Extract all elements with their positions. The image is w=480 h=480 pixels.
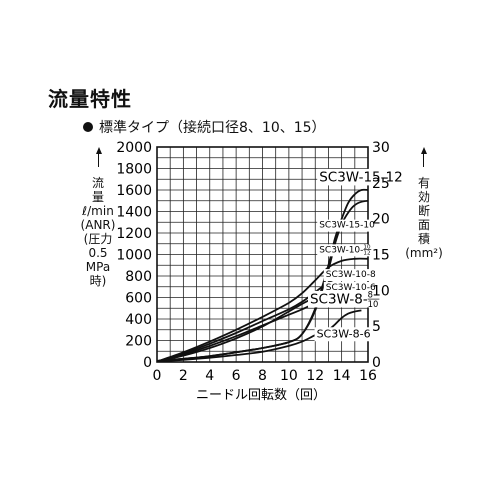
annotation-fraction-bottom: 12 — [363, 251, 370, 257]
series-annotation: SC3W-8-6 — [314, 327, 372, 342]
y2-tick-label: 25 — [372, 176, 390, 192]
y-axis-label-right: 有効断面積 (mm²) — [404, 176, 444, 260]
x-tick-label: 0 — [153, 368, 162, 384]
series-annotation: SC3W-8- 810 — [307, 289, 385, 309]
axis-label-part: 流 — [91, 176, 104, 190]
page-title: 流量特性 — [48, 87, 132, 111]
axis-label-part: 有 — [417, 176, 430, 190]
subtitle-text: 標準タイプ（接続口径8、10、15） — [99, 120, 326, 136]
right-axis-arrow-shaft — [423, 153, 424, 167]
left-axis-arrow-icon — [96, 147, 102, 154]
x-tick-label: 14 — [333, 368, 351, 384]
annotation-backing — [317, 219, 376, 232]
annotation-fraction-top: 10 — [363, 244, 371, 250]
annotation-fraction-bottom: 10 — [368, 299, 379, 309]
x-tick-label: 12 — [306, 368, 324, 384]
left-axis-arrow-shaft — [98, 153, 99, 167]
annotation-text: SC3W-8-6 — [317, 327, 371, 340]
series-line — [156, 257, 369, 363]
axis-label-part: 面 — [417, 218, 430, 232]
series-annotation: SC3W-15-12 — [317, 168, 403, 186]
annotation-backing — [314, 327, 372, 342]
annotation-text: SC3W-10-6 — [326, 283, 376, 293]
x-tick-label: 2 — [179, 368, 188, 384]
y-tick-label: 1600 — [116, 183, 152, 199]
axis-label-part: MPa — [85, 260, 111, 274]
annotation-backing — [323, 269, 377, 282]
axis-label-part: 断 — [417, 204, 430, 218]
axis-label-part: ℓ/min — [82, 204, 114, 218]
axis-label-part: (mm²) — [405, 246, 443, 260]
x-tick-label: 4 — [205, 368, 214, 384]
y2-tick-label: 10 — [372, 283, 390, 299]
y-tick-label: 2000 — [116, 140, 152, 156]
y2-tick-label: 20 — [372, 212, 390, 228]
right-axis-arrow-icon — [421, 147, 427, 154]
annotation-fraction-top: 8 — [368, 289, 373, 299]
bullet-icon — [83, 122, 93, 132]
y2-tick-label: 5 — [372, 319, 381, 335]
series-annotation: SC3W-15-10 — [317, 219, 376, 232]
x-axis-label: ニードル回転数（回） — [196, 388, 326, 403]
chart-ticks: 0 2 4 6 8 10 12 14 16020040060080010001200140016… — [116, 140, 389, 384]
x-tick-label: 10 — [280, 368, 298, 384]
series-line — [156, 199, 369, 362]
y-axis-label-left: 流量 ℓ/min (ANR) (圧力 0.5 MPa 時) — [78, 176, 118, 288]
annotation-text: SC3W-10-8 — [326, 270, 376, 280]
y-tick-label: 200 — [125, 334, 152, 350]
axis-label-part: 効 — [417, 190, 430, 204]
y-tick-label: 1000 — [116, 248, 152, 264]
axis-label-part: 0.5 — [88, 246, 108, 260]
y-tick-label: 1200 — [116, 226, 152, 242]
annotation-text: SC3W-15-12 — [319, 169, 403, 185]
y-tick-label: 800 — [125, 269, 152, 285]
axis-label-part: 量 — [91, 190, 104, 204]
y-tick-label: 0 — [143, 355, 152, 371]
y-tick-label: 1400 — [116, 205, 152, 221]
axis-label-part: (ANR) — [80, 218, 116, 232]
y-tick-label: 400 — [125, 312, 152, 328]
axis-label-part: 積 — [417, 232, 430, 246]
axis-label-part: (圧力 — [83, 232, 113, 246]
x-tick-label: 16 — [359, 368, 377, 384]
y2-tick-label: 15 — [372, 248, 390, 264]
y-tick-label: 600 — [125, 291, 152, 307]
subtitle: 標準タイプ（接続口径8、10、15） — [83, 117, 326, 137]
y-tick-label: 1800 — [116, 162, 152, 178]
y2-tick-label: 0 — [372, 355, 381, 371]
annotation-backing — [317, 168, 403, 186]
annotation-backing — [317, 244, 376, 257]
annotation-text: SC3W-10- — [319, 245, 363, 255]
annotation-text: SC3W-8- — [310, 291, 368, 307]
axis-label-part: 時) — [89, 274, 107, 288]
x-tick-label: 6 — [232, 368, 241, 384]
series-annotation: SC3W-10-8 — [323, 269, 377, 282]
x-tick-label: 8 — [258, 368, 267, 384]
annotation-text: SC3W-15-10 — [319, 221, 375, 231]
annotation-backing — [307, 290, 385, 308]
series-line — [156, 309, 362, 363]
y2-tick-label: 30 — [372, 140, 390, 156]
